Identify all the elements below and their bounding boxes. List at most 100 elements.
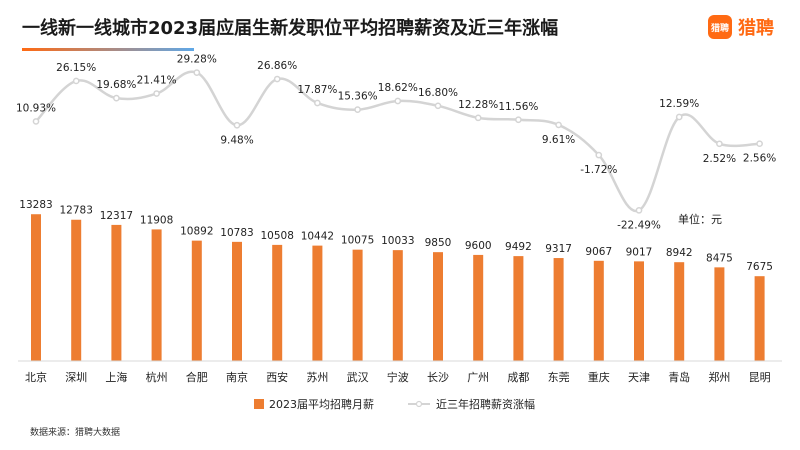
bar-value-label: 13283 [19, 199, 52, 211]
x-tick-label: 深圳 [65, 371, 87, 384]
bar [553, 258, 564, 361]
bar [714, 267, 725, 361]
growth-value-label: 21.41% [137, 75, 177, 87]
growth-value-label: 12.59% [659, 98, 699, 110]
legend-label-bar: 2023届平均招聘月薪 [269, 397, 374, 411]
growth-point [153, 90, 160, 97]
bar [593, 260, 604, 361]
growth-point [273, 75, 281, 83]
growth-value-label: 11.56% [498, 101, 538, 113]
x-tick-label: 西安 [266, 370, 288, 384]
x-tick-label: 天津 [628, 371, 650, 384]
x-tick-label: 杭州 [146, 370, 168, 384]
x-tick-label: 东莞 [548, 371, 570, 384]
growth-points [32, 69, 763, 214]
x-tick-label: 长沙 [427, 371, 449, 384]
growth-point [474, 114, 482, 122]
bar-value-label: 10892 [180, 226, 213, 238]
bar [312, 245, 323, 361]
growth-point [394, 97, 402, 105]
x-tick-label: 北京 [25, 370, 47, 384]
bar-value-label: 9067 [585, 246, 612, 258]
x-tick-label: 苏州 [306, 371, 328, 384]
growth-point [756, 140, 763, 148]
x-tick-label: 武汉 [347, 371, 369, 384]
growth-value-label: 16.80% [418, 87, 458, 99]
growth-value-label: 17.87% [297, 84, 337, 96]
growth-value-label: 26.15% [56, 62, 96, 74]
growth-value-label: 9.61% [542, 134, 575, 146]
bar-value-labels: 13283 12783 12317 11908 10892 10783 10508 10442… [19, 199, 773, 273]
legend-swatch-bar [254, 399, 264, 409]
growth-value-label: -22.49% [617, 219, 661, 231]
growth-value-label: 15.36% [338, 91, 378, 103]
bar [111, 224, 122, 361]
growth-value-label: 9.48% [220, 134, 253, 146]
growth-point [72, 77, 80, 85]
bar-value-label: 9017 [626, 246, 653, 258]
bar [473, 254, 484, 361]
growth-point [354, 106, 361, 113]
chart-title: 一线新一线城市2023届应届生新发职位平均招聘薪资及近三年涨幅 [22, 18, 559, 39]
growth-value-label: 2.52% [703, 153, 736, 165]
x-tick-labels: 北京 深圳 上海 杭州 合肥 南京 西安 苏州 武汉 宁波 长沙 广州 成都 东莞 重庆 天津 青岛 郑州 昆明 [25, 370, 771, 384]
bar-value-label: 10033 [381, 235, 414, 247]
growth-point [434, 102, 442, 110]
growth-value-label: 26.86% [257, 60, 297, 72]
legend-swatch-line-marker [415, 400, 423, 408]
growth-point [233, 121, 241, 129]
growth-point [113, 94, 120, 102]
unit-label: 单位：元 [678, 212, 722, 226]
title-underline [22, 48, 194, 51]
growth-point [555, 121, 562, 129]
bar [352, 249, 363, 361]
bar-value-label: 9317 [545, 243, 572, 255]
bar [71, 219, 82, 361]
bar-value-label: 9492 [505, 241, 532, 253]
bar-value-label: 10783 [220, 227, 253, 239]
bar-value-label: 9600 [465, 240, 492, 252]
growth-value-label: 10.93% [16, 102, 56, 114]
bar [754, 276, 765, 361]
bar-value-label: 12783 [59, 205, 92, 217]
growth-value-label: -1.72% [580, 164, 617, 176]
x-tick-label: 青岛 [668, 370, 690, 384]
growth-value-labels: 10.93% 26.15%19.68% 21.41%29.28% 9.48% 26.86… [16, 54, 776, 232]
bar [634, 261, 644, 361]
growth-value-label: 29.28% [177, 54, 217, 66]
x-tick-label: 宁波 [387, 370, 409, 384]
bar-value-label: 8475 [706, 252, 733, 264]
bar-value-label: 7675 [746, 261, 773, 273]
bar [513, 256, 524, 361]
logo-icon-label: 猎聘 [710, 23, 729, 34]
growth-point [675, 113, 683, 121]
bar-value-label: 8942 [666, 247, 693, 259]
bar-value-label: 10508 [260, 230, 293, 242]
bar [272, 244, 283, 361]
bar-value-label: 12317 [100, 210, 133, 222]
growth-value-label: 2.56% [743, 153, 776, 165]
logo-icon: 猎聘 [708, 15, 732, 39]
growth-point [595, 151, 603, 159]
brand-logo: 猎聘 猎聘 [708, 14, 774, 40]
bar-value-label: 9850 [425, 237, 452, 249]
growth-value-label: 12.28% [458, 99, 498, 111]
bar [191, 240, 202, 361]
logo-wordmark: 猎聘 [738, 18, 774, 39]
bar [392, 250, 403, 361]
growth-point [32, 118, 40, 125]
x-tick-label: 郑州 [708, 370, 730, 384]
x-tick-label: 昆明 [749, 371, 771, 384]
bar-value-label: 10442 [301, 231, 334, 243]
x-tick-label: 上海 [105, 370, 127, 384]
data-source-note: 数据来源：猎聘大数据 [30, 428, 121, 438]
x-tick-label: 重庆 [588, 370, 610, 384]
legend-label-line: 近三年招聘薪资涨幅 [436, 397, 535, 411]
bar-value-label: 11908 [140, 214, 173, 226]
bar-series [31, 214, 765, 361]
growth-point [193, 69, 201, 76]
legend: 2023届平均招聘月薪 近三年招聘薪资涨幅 [254, 397, 535, 411]
x-tick-label: 南京 [226, 370, 248, 384]
